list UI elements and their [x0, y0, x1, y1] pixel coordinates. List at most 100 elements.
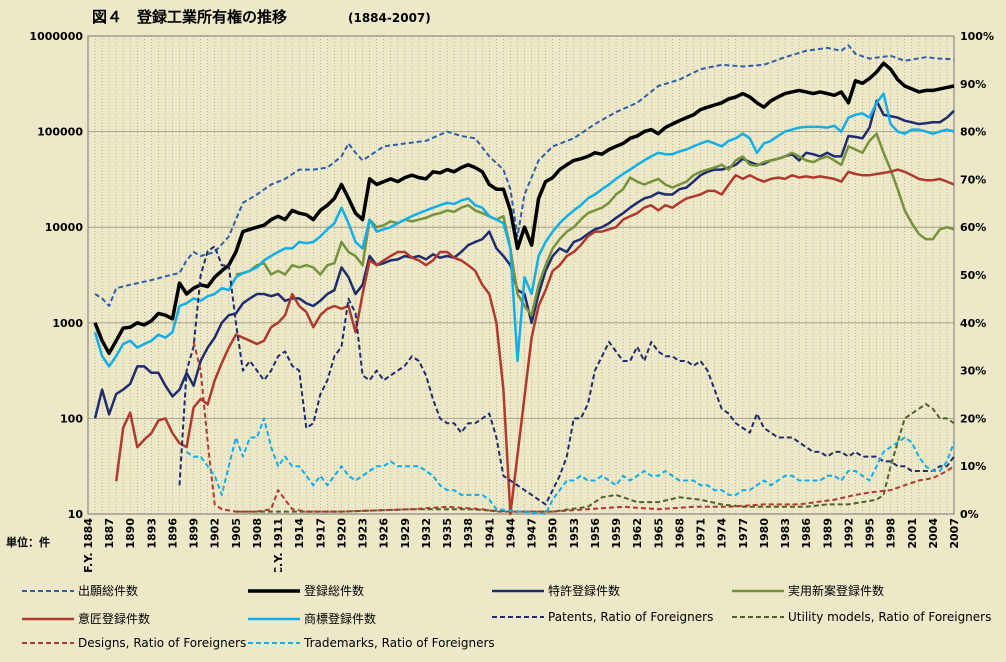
x-tick-label: 2004: [927, 518, 940, 549]
x-tick-label: 1944: [504, 518, 517, 549]
x-tick-label: 1914: [293, 518, 306, 549]
x-tick-label: 1965: [652, 518, 665, 549]
x-tick-label: C.Y. 1911: [272, 518, 285, 572]
series-line: [93, 61, 955, 356]
legend-label: Utility models, Ratio of Foreigners: [788, 610, 992, 624]
legend-item: Designs, Ratio of Foreigners: [22, 636, 246, 650]
right-tick-label: 100%: [960, 30, 994, 43]
right-tick-label: 70%: [960, 173, 986, 186]
right-tick-label: 60%: [960, 221, 986, 234]
x-tick-label: 1980: [758, 518, 771, 549]
chart-subtitle: (1884-2007): [348, 11, 431, 25]
left-tick-label: 1000000: [29, 30, 83, 43]
x-tick-label: 1938: [462, 518, 475, 549]
legend-label: Trademarks, Ratio of Foreigners: [304, 636, 495, 650]
legend-label: 登録総件数: [304, 584, 365, 598]
left-tick-label: 10: [68, 508, 84, 521]
x-tick-label: 1983: [779, 518, 792, 549]
legend-swatch: [732, 616, 784, 618]
x-tick-label: 1992: [842, 518, 855, 549]
legend-label: 実用新案登録件数: [788, 584, 885, 598]
x-tick-label: 1995: [864, 518, 877, 549]
right-tick-label: 0%: [960, 508, 979, 521]
x-tick-label: F.Y. 1884: [82, 518, 95, 572]
legend-item: 実用新案登録件数: [732, 582, 884, 599]
left-axis-ticks: 10 100 1000 10000 100000 1000000: [29, 30, 83, 521]
right-tick-label: 30%: [960, 365, 986, 378]
x-tick-label: 1968: [673, 518, 686, 549]
legend-label: 商標登録件数: [304, 612, 377, 626]
legend-label: Patents, Ratio of Foreigners: [548, 610, 714, 624]
right-tick-label: 50%: [960, 269, 986, 282]
legend: 出願総件数 登録総件数 特許登録件数 実用新案登録件数意匠登録件数 商標登録件数 Pate…: [0, 572, 1006, 662]
x-tick-label: 1962: [631, 518, 644, 549]
x-tick-label: 1998: [885, 518, 898, 549]
x-tick-label: 2007: [948, 518, 961, 549]
legend-label: 出願総件数: [78, 584, 139, 598]
series-lines: [93, 44, 955, 516]
x-tick-label: 1929: [399, 518, 412, 549]
plot-frame: [87, 35, 955, 515]
legend-swatch: [22, 642, 74, 644]
right-tick-label: 20%: [960, 412, 986, 425]
right-tick-label: 10%: [960, 460, 986, 473]
x-tick-label: 1986: [800, 518, 813, 549]
x-tick-label: 1935: [441, 518, 454, 549]
series-line: [235, 132, 955, 317]
x-tick-label: 1926: [378, 518, 391, 549]
legend-swatch: [248, 642, 300, 644]
x-tick-label: 1890: [124, 518, 137, 549]
left-tick-label: 100: [60, 412, 83, 425]
right-axis-ticks: 0% 10% 20% 30% 40% 50% 60% 70% 80% 90% 100%: [960, 30, 994, 521]
x-axis-labels: F.Y. 1884 1887 1890 1893 1896 1899 1902 1905 190…: [82, 518, 961, 572]
x-tick-label: 1956: [589, 518, 602, 549]
left-tick-label: 100000: [37, 126, 83, 139]
legend-item: Trademarks, Ratio of Foreigners: [248, 636, 495, 650]
x-tick-label: 1908: [251, 518, 264, 549]
legend-item: 意匠登録件数: [22, 610, 150, 627]
legend-item: 登録総件数: [248, 582, 364, 599]
x-tick-label: 1977: [737, 518, 750, 549]
x-tick-label: 1902: [209, 518, 222, 549]
series-line: [93, 99, 955, 419]
chart-title: 図４ 登録工業所有権の推移: [92, 8, 287, 26]
legend-swatch: [22, 589, 74, 592]
legend-label: 特許登録件数: [548, 584, 621, 598]
legend-swatch: [22, 617, 74, 620]
unit-label: 単位：件: [6, 535, 50, 549]
legend-label: Designs, Ratio of Foreigners: [78, 636, 247, 650]
series-line: [93, 92, 955, 368]
x-tick-label: 1893: [145, 518, 158, 549]
x-tick-label: 1887: [103, 518, 116, 549]
x-tick-label: 1989: [821, 518, 834, 549]
series-line: [186, 417, 955, 515]
legend-item: 特許登録件数: [492, 582, 620, 599]
chart-svg: 図４ 登録工業所有権の推移 (1884-2007) 単位：件 10 100 1000…: [6, 8, 994, 572]
x-tick-label: 1896: [166, 518, 179, 549]
right-tick-label: 90%: [960, 78, 986, 91]
x-tick-label: 1932: [420, 518, 433, 549]
legend-swatch: [248, 617, 300, 620]
x-tick-label: 1971: [695, 518, 708, 549]
right-tick-label: 80%: [960, 126, 986, 139]
x-tick-label: 1923: [357, 518, 370, 549]
series-line: [94, 44, 955, 307]
x-tick-label: 1950: [547, 518, 560, 549]
x-tick-label: 1905: [230, 518, 243, 549]
x-tick-label: 1953: [568, 518, 581, 549]
left-tick-label: 1000: [52, 317, 83, 330]
legend-item: 商標登録件数: [248, 610, 376, 627]
x-tick-label: 1920: [335, 518, 348, 549]
right-tick-label: 40%: [960, 317, 986, 330]
left-tick-label: 10000: [45, 221, 84, 234]
legend-swatch: [732, 589, 784, 592]
x-tick-label: 1917: [314, 518, 327, 549]
x-tick-label: 1959: [610, 518, 623, 549]
legend-item: Patents, Ratio of Foreigners: [492, 610, 713, 624]
legend-item: 出願総件数: [22, 582, 138, 599]
x-tick-label: 1941: [483, 518, 496, 549]
series-line: [114, 168, 955, 516]
legend-swatch: [492, 616, 544, 618]
x-tick-label: 2001: [906, 518, 919, 549]
x-tick-label: 1947: [526, 518, 539, 549]
